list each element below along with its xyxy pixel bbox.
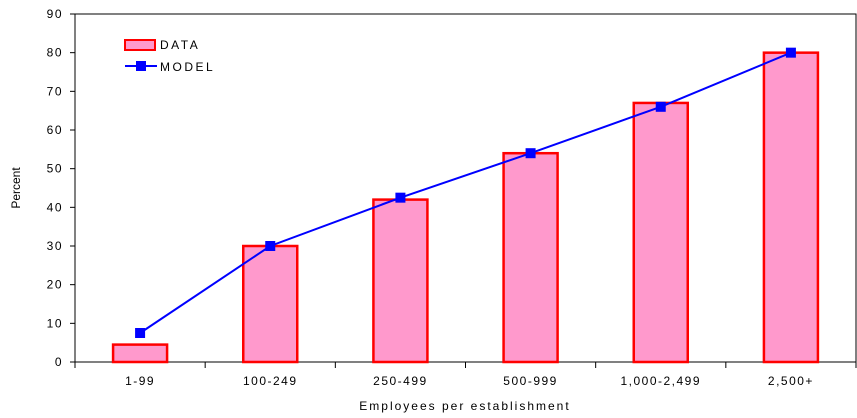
x-tick-label: 1,000-2,499 [620,374,701,388]
data-bar [111,343,169,364]
y-tick-label: 90 [47,7,63,21]
y-tick-label: 80 [47,46,63,60]
x-tick-label: 500-999 [503,374,558,388]
y-tick-label: 40 [47,200,63,214]
model-marker [785,47,796,58]
plot-area [74,13,857,363]
legend-model-marker [136,61,146,71]
y-axis-title: Percent [9,167,23,209]
data-bar [372,198,429,364]
y-tick-label: 20 [47,278,63,292]
model-marker [525,148,536,159]
x-tick-label: 1-99 [125,374,155,388]
model-marker [135,328,146,338]
x-tick-label: 100-249 [243,374,298,388]
data-bars [111,51,820,364]
x-tick-label: 250-499 [373,374,428,388]
x-axis: 1-99 100-249 250-499 500-999 1,000-2,499 2,50… [74,362,857,388]
y-tick-label: 60 [47,123,63,137]
data-bar [762,51,820,364]
model-polyline [139,51,792,334]
y-tick-label: 50 [47,162,63,176]
legend-model-label: MODEL [160,60,215,74]
y-tick-label: 70 [47,84,63,98]
y-tick-label: 30 [47,239,63,253]
model-marker [395,192,406,203]
model-marker [655,101,666,112]
data-bar [242,244,299,364]
x-tick-label: 2,500+ [768,374,814,388]
legend-data-swatch [124,39,156,51]
model-marker [265,241,276,251]
legend: DATA MODEL [124,38,215,74]
model-line [135,47,796,338]
legend-data-label: DATA [160,38,200,52]
x-axis-title: Employees per establishment [359,399,570,413]
y-axis: 0 10 20 30 40 50 60 70 80 90 [47,7,75,369]
y-tick-label: 10 [47,316,63,330]
data-bar [502,151,559,364]
data-bar [632,101,689,364]
y-tick-label: 0 [55,355,63,369]
